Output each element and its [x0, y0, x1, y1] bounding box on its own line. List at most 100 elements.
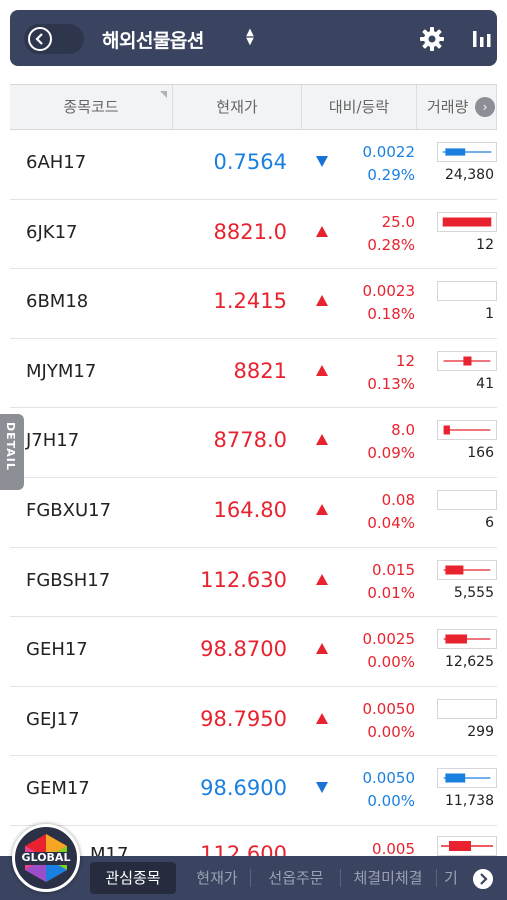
table-row-partial[interactable]: M17 112.600 0.005 [10, 830, 497, 856]
nav-next-button[interactable] [471, 867, 495, 891]
symbol-code: GEJ17 [26, 708, 80, 730]
table-row[interactable]: 6JK17 8821.0 25.0 0.28% 12 [10, 200, 497, 270]
symbol-code: 6JK17 [26, 221, 78, 243]
change-rate: 0.29% [367, 166, 415, 184]
table-row[interactable]: GEJ17 98.7950 0.0050 0.00% 299 [10, 687, 497, 757]
down-arrow-icon [316, 782, 328, 794]
change-rate: 0.28% [367, 235, 415, 254]
mini-candle-chart [437, 559, 497, 580]
change-rate: 0.00% [367, 792, 415, 811]
up-arrow-icon [316, 643, 328, 655]
nav-divider [250, 869, 251, 887]
mini-candle-chart [437, 698, 497, 719]
change-value: 12 [395, 351, 415, 370]
page-title[interactable]: 해외선물옵션 [102, 30, 204, 52]
gear-icon[interactable] [419, 26, 445, 52]
nav-executions[interactable]: 체결미체결 [353, 869, 423, 887]
column-header: 종목코드 현재가 대비/등락 거래량 › [10, 84, 497, 130]
current-price: 8821 [233, 358, 287, 383]
change-value: 0.0022 [362, 143, 416, 161]
sort-indicator-icon [160, 91, 167, 98]
current-price: 164.80 [213, 497, 287, 522]
volume: 1 [485, 306, 494, 323]
volume: 5,555 [453, 584, 494, 601]
mini-candle-chart [437, 281, 497, 302]
table-row[interactable]: 6BM18 1.2415 0.0023 0.18% 1 [10, 269, 497, 339]
nav-current-price[interactable]: 현재가 [196, 869, 238, 887]
symbol-code: 6BM18 [26, 291, 89, 313]
symbol-code: FGBSH17 [26, 569, 111, 591]
detail-tab-label: DETAIL [4, 422, 17, 471]
mini-candle-chart [437, 768, 497, 789]
symbol-code: 6AH17 [26, 152, 87, 173]
current-price: 98.7950 [200, 706, 287, 731]
change-rate: 0.04% [367, 513, 415, 532]
volume: 24,380 [445, 167, 494, 183]
current-price: 8778.0 [213, 428, 287, 453]
change-rate: 0.18% [367, 305, 415, 324]
volume: 41 [476, 375, 494, 392]
symbol-code: MJYM17 [26, 360, 97, 382]
change-value: 0.0025 [362, 630, 416, 649]
mini-candle-chart [437, 350, 497, 371]
current-price: 1.2415 [213, 289, 287, 314]
change-value: 0.08 [381, 490, 415, 509]
symbol-code: J7H17 [26, 430, 80, 452]
scroll-columns-icon[interactable]: › [475, 97, 495, 117]
symbol-code: GEM17 [26, 778, 90, 800]
table-row[interactable]: FGBSH17 112.630 0.015 0.01% 5,555 [10, 548, 497, 618]
up-arrow-icon [316, 503, 328, 515]
column-volume[interactable]: 거래량 [417, 85, 497, 129]
table-row[interactable]: 6AH17 0.7564 0.0022 0.29% 24,380 [10, 130, 497, 200]
table-row[interactable]: GEM17 98.6900 0.0050 0.00% 11,738 [10, 756, 497, 826]
current-price: 112.630 [200, 567, 287, 592]
volume: 299 [467, 723, 494, 740]
change-value: 0.0050 [362, 769, 416, 788]
back-circle-icon [28, 27, 52, 51]
change-value: 0.015 [372, 560, 415, 579]
back-button[interactable] [24, 24, 84, 54]
nav-divider [436, 869, 437, 887]
sort-icon[interactable]: ▲ ▼ [246, 27, 254, 47]
top-bar: 해외선물옵션 ▲ ▼ [10, 10, 497, 66]
current-price: 8821.0 [213, 219, 287, 244]
current-price: 98.6900 [200, 776, 287, 801]
change-value: 0.0023 [362, 282, 416, 301]
global-button-label: GLOBAL [21, 851, 71, 864]
detail-tab[interactable]: DETAIL [0, 414, 24, 490]
global-button[interactable]: GLOBAL [12, 824, 80, 892]
column-change[interactable]: 대비/등락 [302, 85, 417, 129]
change-value: 0.0050 [362, 699, 416, 718]
nav-watchlist[interactable]: 관심종목 [105, 869, 161, 887]
current-price: 98.8700 [200, 637, 287, 662]
table-row[interactable]: GEH17 98.8700 0.0025 0.00% 12,625 [10, 617, 497, 687]
mini-candle-chart [437, 489, 497, 510]
volume: 6 [485, 514, 494, 531]
column-price[interactable]: 현재가 [173, 85, 302, 129]
watchlist: 6AH17 0.7564 0.0022 0.29% 24,380 6JK17 8… [10, 130, 497, 826]
up-arrow-icon [316, 573, 328, 585]
column-code[interactable]: 종목코드 [10, 85, 173, 129]
table-row[interactable]: FGBXU17 164.80 0.08 0.04% 6 [10, 478, 497, 548]
table-row[interactable]: MJYM17 8821 12 0.13% 41 [10, 339, 497, 409]
table-row[interactable]: J7H17 8778.0 8.0 0.09% 166 [10, 408, 497, 478]
down-arrow-icon [316, 156, 328, 167]
mini-candle-chart [437, 629, 497, 650]
bar-chart-icon[interactable] [472, 28, 492, 48]
up-arrow-icon [316, 364, 328, 376]
current-price: 112.600 [200, 842, 287, 856]
change-value: 25.0 [381, 212, 415, 231]
mini-candle-chart [437, 211, 497, 232]
nav-active-highlight [90, 862, 176, 894]
change-rate: 0.00% [367, 722, 415, 741]
global-logo-icon [24, 834, 68, 882]
up-arrow-icon [316, 225, 328, 237]
symbol-code: FGBXU17 [26, 499, 112, 521]
nav-order[interactable]: 선옵주문 [268, 869, 324, 887]
change-value: 0.005 [372, 840, 415, 856]
symbol-code: M17 [90, 844, 129, 856]
nav-period[interactable]: 기간 [444, 869, 458, 887]
volume: 12,625 [445, 654, 494, 671]
change-rate: 0.09% [367, 444, 415, 463]
volume: 166 [467, 445, 494, 462]
